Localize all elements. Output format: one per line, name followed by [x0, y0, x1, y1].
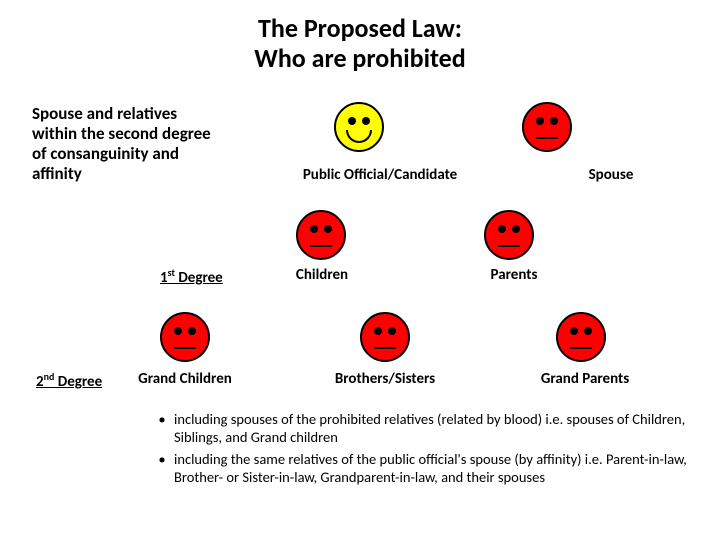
official-label: Public Official/Candidate — [280, 166, 480, 184]
first-degree-label: 1st Degree — [160, 266, 223, 287]
bullet-item: • including the same relatives of the pu… — [150, 450, 690, 486]
children-face-icon — [296, 210, 346, 260]
bullet-list: • including spouses of the prohibited re… — [150, 410, 690, 491]
bullet-text: including spouses of the prohibited rela… — [174, 410, 690, 446]
bullet-item: • including spouses of the prohibited re… — [150, 410, 690, 446]
official-face-icon — [334, 102, 384, 152]
title-line-2: Who are prohibited — [0, 44, 720, 74]
grandparents-label: Grand Parents — [510, 370, 660, 388]
bullet-text: including the same relatives of the publ… — [174, 450, 690, 486]
spouse-face-icon — [522, 102, 572, 152]
children-label: Children — [262, 266, 382, 284]
siblings-label: Brothers/Sisters — [310, 370, 460, 388]
grandparents-face-icon — [556, 312, 606, 362]
grandchildren-label: Grand Children — [110, 370, 260, 388]
second-degree-label: 2nd Degree — [36, 370, 102, 391]
grandchildren-face-icon — [160, 312, 210, 362]
bullet-marker: • — [150, 410, 174, 446]
bullet-marker: • — [150, 450, 174, 486]
siblings-face-icon — [360, 312, 410, 362]
intro-paragraph: Spouse and relatives within the second d… — [32, 104, 222, 184]
parents-face-icon — [484, 210, 534, 260]
slide-title: The Proposed Law: Who are prohibited — [0, 0, 720, 74]
spouse-label: Spouse — [576, 166, 646, 184]
parents-label: Parents — [454, 266, 574, 284]
title-line-1: The Proposed Law: — [0, 14, 720, 44]
